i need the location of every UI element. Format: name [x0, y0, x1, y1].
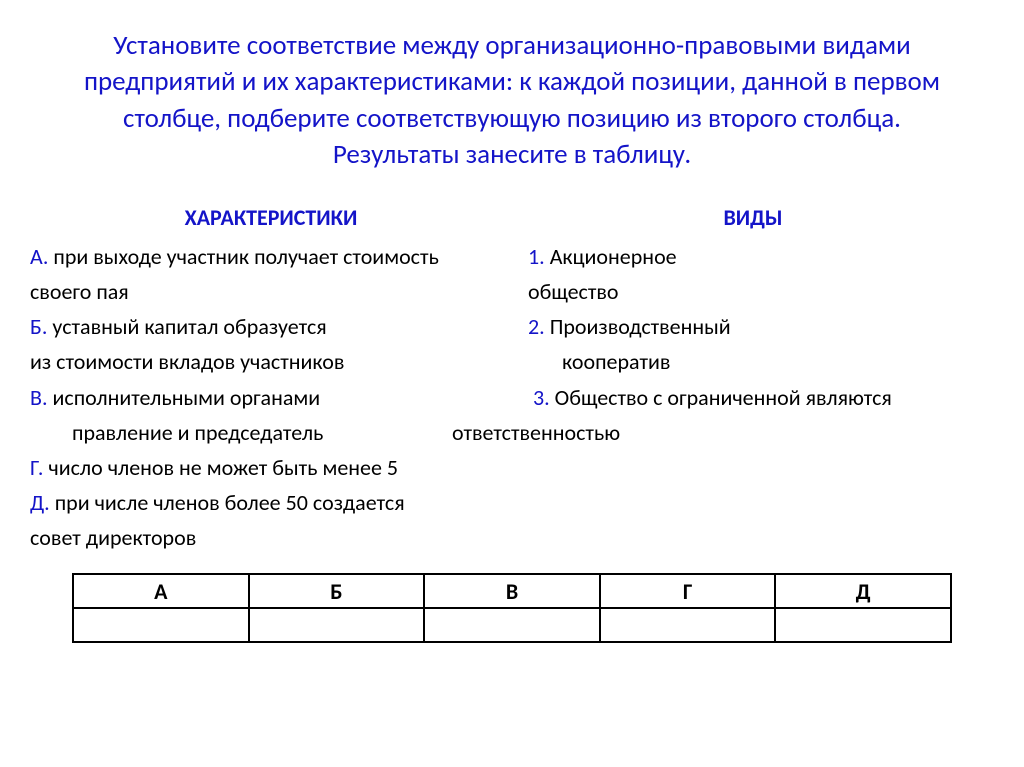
- ans-v[interactable]: [424, 608, 600, 642]
- item-d-line2: совет директоров: [30, 520, 520, 555]
- column-headings: ХАРАКТЕРИСТИКИ ВИДЫ: [30, 204, 994, 231]
- type-1-line2: общество: [520, 274, 994, 309]
- col-b: Б: [249, 574, 425, 608]
- answer-table: А Б В Г Д: [72, 573, 952, 643]
- text-2a: Производственный: [545, 313, 731, 340]
- col-v: В: [424, 574, 600, 608]
- marker-3: 3.: [533, 384, 550, 411]
- type-2-line2: кооператив: [520, 344, 994, 379]
- title-line-2: предприятий и их характеристиками: к каж…: [84, 65, 940, 98]
- marker-2: 2.: [528, 313, 545, 340]
- heading-types: ВИДЫ: [512, 204, 994, 231]
- text-1a: Акционерное: [545, 243, 677, 270]
- text-d1: при числе членов более 50 создается: [50, 489, 405, 516]
- ans-d[interactable]: [775, 608, 951, 642]
- item-a-line2: своего пая: [30, 274, 520, 309]
- content-body: А. при выходе участник получает стоимост…: [30, 239, 994, 556]
- item-g-line1: Г. число членов не может быть менее 5: [30, 450, 520, 485]
- col-a: А: [73, 574, 249, 608]
- item-a-line1: А. при выходе участник получает стоимост…: [30, 239, 520, 274]
- item-v-line1: В. исполнительными органами: [30, 380, 520, 415]
- item-d-line1: Д. при числе членов более 50 создается: [30, 485, 520, 520]
- marker-v: В.: [30, 384, 48, 411]
- text-a1: при выходе участник получает стоимость: [48, 243, 438, 270]
- type-3-line1: 3. Общество с ограниченной являются: [520, 380, 994, 415]
- text-3a: Общество с ограниченной являются: [550, 384, 892, 411]
- col-g: Г: [600, 574, 776, 608]
- ans-b[interactable]: [249, 608, 425, 642]
- title-line-4: Результаты занесите в таблицу.: [333, 138, 691, 171]
- col-d: Д: [775, 574, 951, 608]
- ans-g[interactable]: [600, 608, 776, 642]
- ans-a[interactable]: [73, 608, 249, 642]
- title-line-1: Установите соответствие между организаци…: [113, 29, 911, 62]
- marker-b: Б.: [30, 313, 47, 340]
- item-b-line2: из стоимости вкладов участников: [30, 344, 520, 379]
- table-answer-row: [73, 608, 951, 642]
- marker-1: 1.: [528, 243, 545, 270]
- heading-characteristics: ХАРАКТЕРИСТИКИ: [30, 204, 512, 231]
- item-b-line1: Б. уставный капитал образуется: [30, 309, 520, 344]
- marker-g: Г.: [30, 454, 43, 481]
- marker-a: А.: [30, 243, 48, 270]
- text-g1: число членов не может быть менее 5: [43, 454, 398, 481]
- title-line-3: столбце, подберите соответствующую позиц…: [123, 102, 901, 135]
- text-b1: уставный капитал образуется: [47, 313, 326, 340]
- text-v1: исполнительными органами: [48, 384, 321, 411]
- task-title: Установите соответствие между организаци…: [30, 28, 994, 174]
- type-2-line1: 2. Производственный: [520, 309, 994, 344]
- type-3-line2: ответственностью: [452, 415, 994, 450]
- table-header-row: А Б В Г Д: [73, 574, 951, 608]
- type-1-line1: 1. Акционерное: [520, 239, 994, 274]
- marker-d: Д.: [30, 489, 50, 516]
